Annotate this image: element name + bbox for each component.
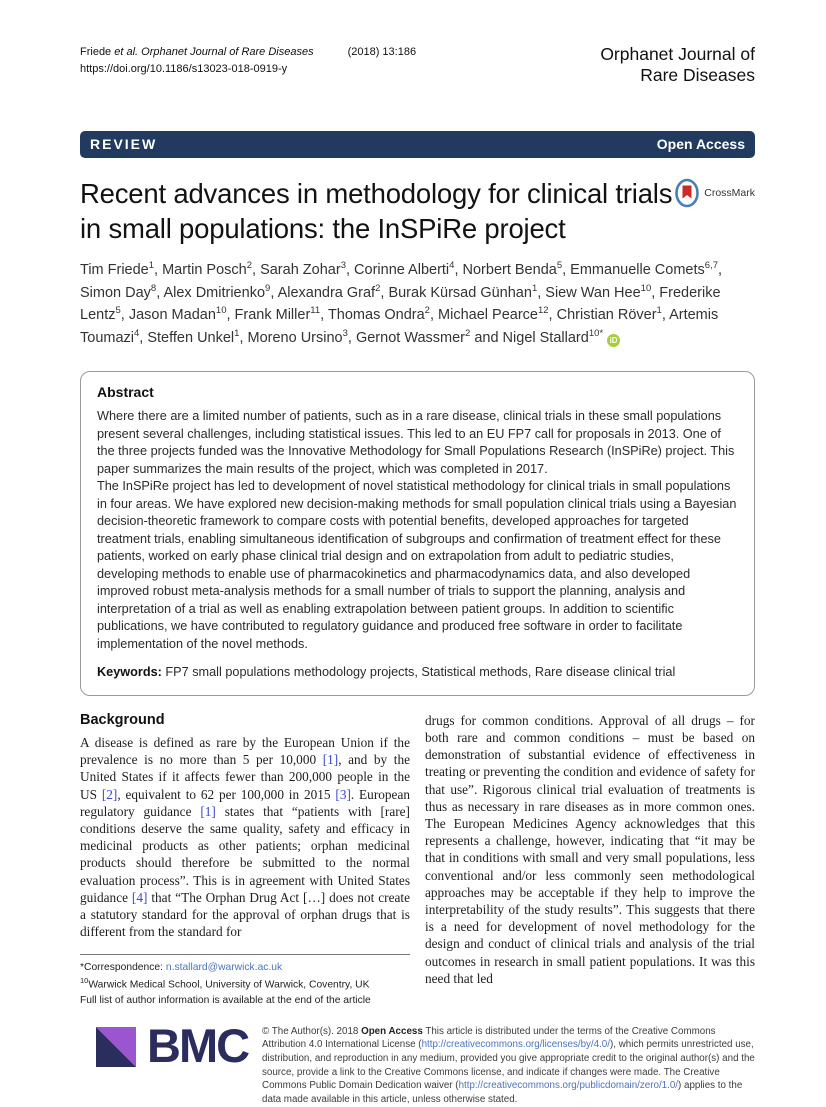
author: , Alexandra Graf2 — [270, 282, 381, 301]
doi-link[interactable]: https://doi.org/10.1186/s13023-018-0919-… — [80, 62, 288, 75]
page-footer: BMC © The Author(s). 2018 Open Access Th… — [80, 1018, 755, 1107]
article-type-banner: REVIEW Open Access — [80, 130, 755, 158]
abstract-box: Abstract Where there are a limited numbe… — [80, 371, 755, 696]
citation-block: Friede et al. Orphanet Journal of Rare D… — [80, 44, 416, 77]
page-title: Recent advances in methodology for clini… — [80, 177, 673, 245]
author: , Frank Miller11 — [226, 305, 321, 324]
left-column: Background A disease is defined as rare … — [80, 712, 410, 1009]
author-block: Tim Friede1, Martin Posch2, Sarah Zohar3… — [80, 259, 740, 349]
citation-issue: (2018) 13:186 — [347, 46, 417, 58]
author: , Michael Pearce12 — [429, 305, 549, 324]
citation-ref[interactable]: [1] — [200, 803, 216, 819]
crossmark-badge[interactable]: CrossMark — [674, 178, 755, 208]
abstract-paragraph-1: Where there are a limited number of pati… — [97, 409, 735, 476]
background-text-left: A disease is defined as rare by the Euro… — [80, 735, 410, 940]
citation-ref[interactable]: [1] — [322, 752, 339, 768]
author: , Thomas Ondra2 — [320, 305, 430, 324]
author: , Martin Posch2 — [154, 260, 253, 279]
author: and Nigel Stallard10* — [470, 327, 604, 346]
author: , Sarah Zohar3 — [252, 260, 346, 279]
abstract-heading: Abstract — [97, 384, 154, 401]
author: , Siew Wan Hee10 — [537, 282, 652, 301]
citation-ref[interactable]: [2] — [101, 786, 118, 802]
author: , Norbert Benda5 — [454, 260, 563, 279]
author: , Gernot Wassmer2 — [347, 327, 471, 346]
author: , Burak Kürsad Günhan1 — [380, 282, 538, 301]
crossmark-icon — [675, 178, 700, 207]
author: , Jason Madan10 — [120, 305, 227, 324]
author: , Frederike Lentz5 — [80, 284, 721, 324]
background-text-right: drugs for common conditions. Approval of… — [425, 712, 755, 986]
title-row: Recent advances in methodology for clini… — [80, 176, 755, 248]
author-info-note: Full list of author information is avail… — [80, 994, 371, 1006]
cc-by-link[interactable]: http://creativecommons.org/licenses/by/4… — [421, 1039, 610, 1051]
author: , Artemis Toumazi4 — [80, 307, 719, 346]
author: Tim Friede1 — [80, 260, 155, 279]
author: , Christian Röver1 — [548, 305, 662, 324]
right-column: drugs for common conditions. Approval of… — [425, 712, 755, 1009]
author-list: Tim Friede1, Martin Posch2, Sarah Zohar3… — [80, 260, 723, 346]
author: , Steffen Unkel1 — [139, 327, 240, 346]
author: , Simon Day8 — [80, 262, 723, 301]
keywords-line: Keywords: FP7 small populations methodol… — [97, 664, 738, 682]
footnote-divider — [80, 954, 410, 956]
body-columns: Background A disease is defined as rare … — [80, 712, 755, 1009]
bmc-logo[interactable]: BMC — [94, 1018, 262, 1072]
citation-line: Friede et al. Orphanet Journal of Rare D… — [80, 44, 416, 61]
license-text: © The Author(s). 2018 Open Access This a… — [262, 1025, 755, 1106]
article-type-label: REVIEW — [90, 136, 158, 153]
affiliation-line: 10Warwick Medical School, University of … — [80, 976, 370, 991]
orcid-icon[interactable]: iD — [607, 333, 621, 347]
citation-journal: et al. Orphanet Journal of Rare Diseases — [114, 46, 314, 58]
keywords-label: Keywords: — [97, 665, 162, 680]
keywords-text: FP7 small populations methodology projec… — [165, 665, 676, 680]
footnote-block: *Correspondence: n.stallard@warwick.ac.u… — [80, 961, 410, 1008]
abstract-paragraph-2: The InSPiRe project has led to developme… — [97, 479, 737, 651]
correspondence-email-link[interactable]: n.stallard@warwick.ac.uk — [165, 962, 283, 974]
bmc-logo-text: BMC — [147, 1018, 250, 1072]
background-heading: Background — [80, 711, 165, 728]
crossmark-label: CrossMark — [704, 186, 755, 199]
page-header: Friede et al. Orphanet Journal of Rare D… — [80, 44, 755, 87]
author: , Corinne Alberti4 — [345, 260, 455, 279]
author: , Alex Dmitrienko9 — [156, 282, 271, 301]
author: , Moreno Ursino3 — [239, 327, 348, 346]
open-access-label: Open Access — [656, 136, 745, 153]
cc-zero-link[interactable]: http://creativecommons.org/publicdomain/… — [458, 1080, 679, 1092]
author: , Emmanuelle Comets6,7 — [562, 260, 718, 279]
citation-ref[interactable]: [4] — [131, 889, 148, 905]
journal-name: Orphanet Journal of Rare Diseases — [600, 44, 755, 86]
citation-ref[interactable]: [3] — [335, 786, 351, 802]
citation-text: Friede et al. Orphanet Journal of Rare D… — [80, 46, 314, 58]
correspondence-line: *Correspondence: n.stallard@warwick.ac.u… — [80, 962, 283, 974]
open-access-bold: Open Access — [361, 1025, 423, 1037]
bmc-logo-icon — [96, 1026, 136, 1067]
